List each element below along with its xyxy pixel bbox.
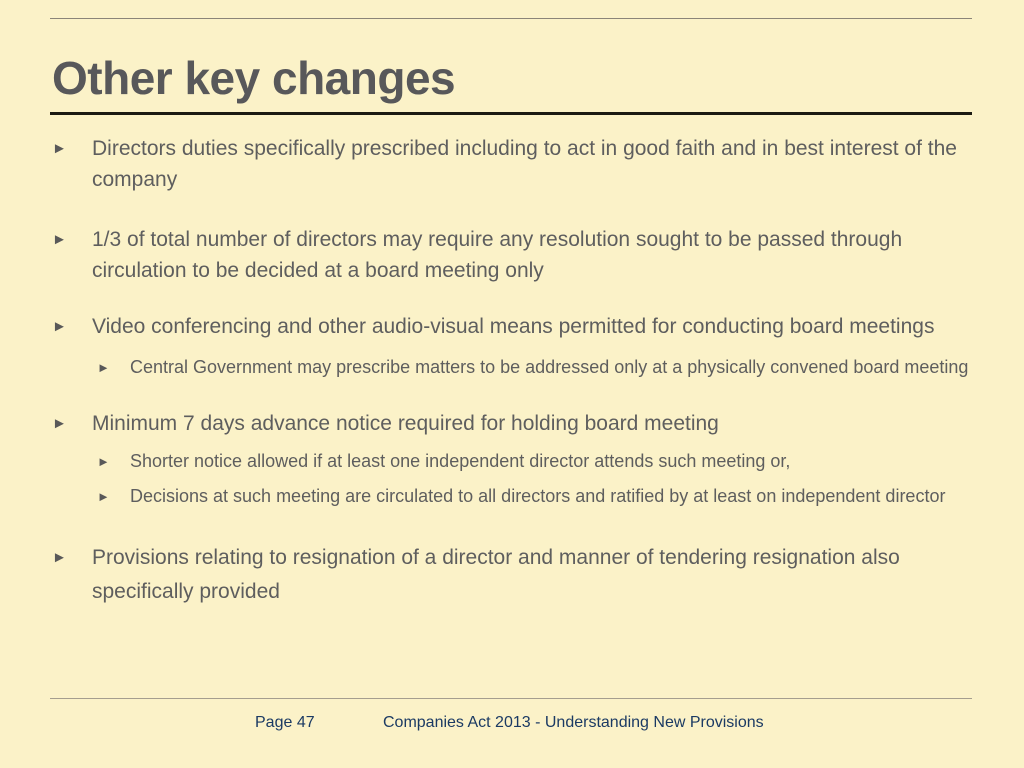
bullet-text: 1/3 of total number of directors may req… bbox=[92, 228, 903, 282]
sub-bullet-text: Central Government may prescribe matters… bbox=[130, 357, 969, 377]
footer-divider bbox=[50, 698, 972, 699]
bullet-triangle-icon: ► bbox=[52, 415, 67, 432]
page-number: Page 47 bbox=[255, 714, 315, 731]
bullet-triangle-icon: ► bbox=[52, 549, 67, 566]
footer-deck-title: Companies Act 2013 - Understanding New P… bbox=[383, 714, 764, 731]
sub-bullet-item: ► Central Government may prescribe matte… bbox=[52, 353, 986, 382]
title-underline-rule bbox=[50, 112, 972, 115]
bullet-triangle-icon: ► bbox=[97, 454, 110, 469]
bullet-text: Minimum 7 days advance notice required f… bbox=[92, 412, 719, 435]
bullet-list: ► Directors duties specifically prescrib… bbox=[52, 133, 986, 609]
bullet-item: ► Directors duties specifically prescrib… bbox=[52, 133, 986, 195]
bullet-item: ► 1/3 of total number of directors may r… bbox=[52, 224, 986, 286]
bullet-item: ► Minimum 7 days advance notice required… bbox=[52, 408, 986, 439]
bullet-triangle-icon: ► bbox=[52, 318, 67, 335]
bullet-triangle-icon: ► bbox=[97, 360, 110, 375]
bullet-triangle-icon: ► bbox=[52, 140, 67, 157]
sub-bullet-text: Shorter notice allowed if at least one i… bbox=[130, 451, 791, 471]
bullet-text: Directors duties specifically prescribed… bbox=[92, 137, 957, 191]
bullet-triangle-icon: ► bbox=[97, 489, 110, 504]
top-divider bbox=[50, 18, 972, 19]
bullet-triangle-icon: ► bbox=[52, 231, 67, 248]
bullet-text: Video conferencing and other audio-visua… bbox=[92, 315, 935, 338]
sub-bullet-item: ► Decisions at such meeting are circulat… bbox=[52, 482, 986, 511]
bullet-item: ► Video conferencing and other audio-vis… bbox=[52, 311, 986, 342]
bullet-text: Provisions relating to resignation of a … bbox=[92, 546, 900, 603]
sub-bullet-item: ► Shorter notice allowed if at least one… bbox=[52, 447, 986, 476]
sub-bullet-text: Decisions at such meeting are circulated… bbox=[130, 486, 946, 506]
slide-title: Other key changes bbox=[52, 51, 456, 104]
bullet-item: ► Provisions relating to resignation of … bbox=[52, 541, 986, 609]
